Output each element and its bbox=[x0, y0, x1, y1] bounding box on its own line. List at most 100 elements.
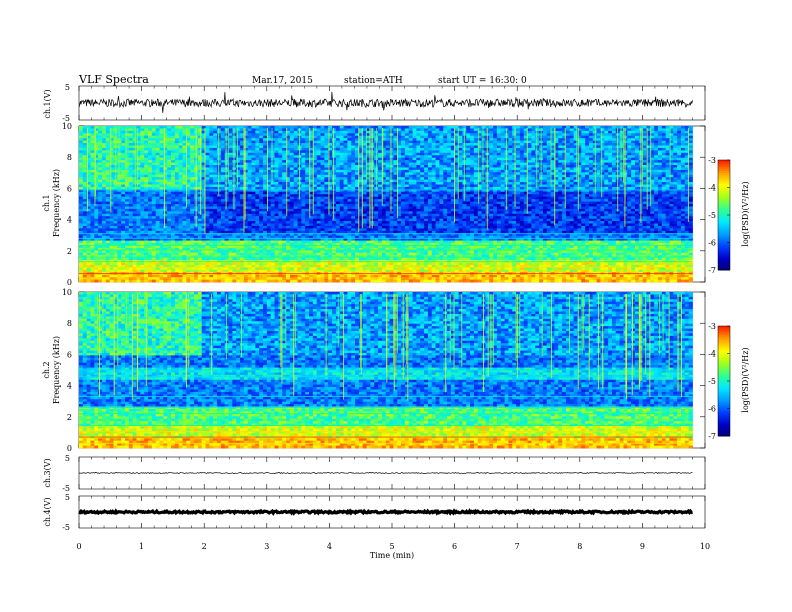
spectrogram-cell bbox=[151, 128, 157, 132]
spectrogram-cell bbox=[105, 174, 111, 178]
spectrogram-cell bbox=[190, 245, 195, 249]
spectrogram-cell bbox=[90, 152, 95, 156]
spectrogram-cell bbox=[328, 172, 333, 176]
spectrogram-cell bbox=[236, 155, 241, 159]
spectrogram-cell bbox=[305, 225, 310, 229]
spectrogram-cell bbox=[109, 250, 114, 254]
spectrogram-cell bbox=[186, 206, 191, 210]
spectrogram-cell bbox=[324, 230, 329, 234]
spectrogram-cell bbox=[178, 140, 183, 144]
spectrogram-cell bbox=[128, 165, 134, 168]
spectrogram-cell bbox=[243, 160, 249, 163]
spectrogram-cell bbox=[125, 162, 130, 166]
spectrogram-cell bbox=[240, 245, 245, 249]
spectrogram-cell bbox=[197, 182, 203, 185]
spectrogram-cell bbox=[286, 160, 291, 163]
spectrogram-cell bbox=[324, 191, 329, 195]
spectrogram-cell bbox=[174, 201, 180, 205]
spectrogram-cell bbox=[159, 250, 164, 254]
spectrogram-cell bbox=[312, 191, 318, 195]
spectrogram-cell bbox=[194, 238, 199, 241]
spectrogram-cell bbox=[205, 182, 210, 185]
spectrogram-cell bbox=[94, 225, 99, 229]
spectrogram-cell bbox=[274, 196, 279, 200]
spectrogram-cell bbox=[155, 179, 160, 183]
spectrogram-cell bbox=[335, 274, 341, 278]
spectrogram-cell bbox=[266, 240, 272, 244]
spectrogram-cell bbox=[140, 250, 145, 254]
spectrogram-cell bbox=[301, 145, 306, 149]
spectrogram-cell bbox=[132, 228, 137, 232]
spectrogram-cell bbox=[240, 235, 245, 239]
spectrogram-cell bbox=[79, 201, 84, 205]
spectrogram-cell bbox=[209, 218, 214, 222]
ch4_waveform-line bbox=[78, 508, 693, 516]
spectrogram-cell bbox=[316, 199, 321, 202]
spectrogram-cell bbox=[163, 179, 168, 183]
spectrogram-cell bbox=[324, 177, 329, 181]
spectrogram-cell bbox=[289, 206, 295, 210]
spectrogram-cell bbox=[228, 223, 233, 227]
spectrogram-cell bbox=[224, 218, 229, 222]
spectrogram-cell bbox=[121, 179, 126, 183]
spectrogram-cell bbox=[163, 184, 168, 188]
spectrogram-cell bbox=[197, 147, 203, 151]
spectrogram-cell bbox=[335, 208, 341, 212]
spectrogram-cell bbox=[132, 126, 137, 129]
spectrogram-cell bbox=[136, 245, 141, 249]
spectrogram-cell bbox=[232, 179, 237, 183]
spectrogram-cell bbox=[213, 138, 218, 142]
spectrogram-cell bbox=[243, 221, 249, 224]
spectrogram-cell bbox=[259, 174, 264, 178]
spectrogram-cell bbox=[324, 167, 329, 171]
spectrogram-cell bbox=[197, 165, 203, 168]
spectrogram-cell bbox=[335, 206, 341, 210]
spectrogram-cell bbox=[251, 172, 256, 176]
spectrogram-cell bbox=[190, 221, 195, 224]
spectrogram-cell bbox=[190, 179, 195, 183]
spectrogram-cell bbox=[289, 257, 295, 261]
spectrogram-cell bbox=[232, 225, 237, 229]
spectrogram-cell bbox=[286, 140, 291, 144]
spectrogram-cell bbox=[240, 196, 245, 200]
spectrogram-cell bbox=[282, 252, 287, 256]
spectrogram-cell bbox=[178, 138, 183, 142]
spectrogram-cell bbox=[240, 155, 245, 159]
spectrogram-cell bbox=[197, 140, 203, 144]
spectrogram-cell bbox=[205, 250, 210, 254]
spectrogram-cell bbox=[201, 150, 206, 154]
spectrogram-cell bbox=[228, 165, 233, 168]
spectrogram-cell bbox=[293, 130, 298, 134]
spectrogram-cell bbox=[228, 191, 233, 195]
spectrogram-cell bbox=[98, 240, 103, 244]
spectrogram-cell bbox=[182, 145, 187, 149]
spectrogram-cell bbox=[332, 189, 337, 193]
spectrogram-cell bbox=[201, 216, 206, 220]
spectrogram-cell bbox=[82, 184, 88, 188]
spectrogram-cell bbox=[293, 204, 298, 207]
spectrogram-cell bbox=[163, 264, 168, 268]
spectrogram-cell bbox=[278, 243, 283, 246]
spectrogram-cell bbox=[213, 230, 218, 234]
spectrogram-cell bbox=[140, 194, 145, 198]
spectrogram-cell bbox=[132, 152, 137, 156]
spectrogram-cell bbox=[339, 179, 344, 183]
spectrogram-cell bbox=[113, 250, 118, 254]
spectrogram-cell bbox=[151, 252, 157, 256]
spectrogram-cell bbox=[312, 213, 318, 217]
spectrogram-cell bbox=[328, 274, 333, 278]
spectrogram-cell bbox=[102, 135, 107, 139]
spectrogram-cell bbox=[151, 138, 157, 142]
spectrogram-cell bbox=[328, 228, 333, 232]
spectrogram-cell bbox=[301, 150, 306, 154]
spectrogram-cell bbox=[105, 126, 111, 129]
spectrogram-cell bbox=[332, 238, 337, 241]
spectrogram-cell bbox=[232, 274, 237, 278]
spectrogram-cell bbox=[278, 174, 283, 178]
spectrogram-cell bbox=[121, 221, 126, 224]
spectrogram-cell bbox=[232, 233, 237, 237]
spectrogram-cell bbox=[171, 201, 176, 205]
spectrogram-cell bbox=[94, 160, 99, 163]
spectrogram-cell bbox=[228, 150, 233, 154]
spectrogram-cell bbox=[121, 133, 126, 137]
